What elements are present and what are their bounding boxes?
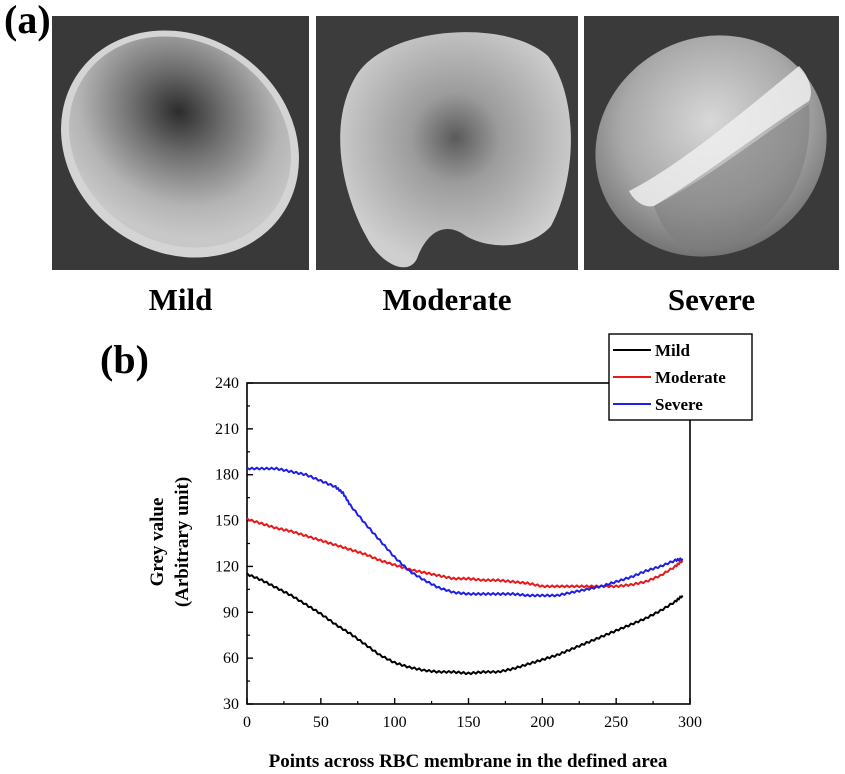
moderate-rbc-image [316, 16, 578, 270]
y-tick-label: 180 [215, 467, 239, 484]
chart-series [246, 466, 684, 676]
legend-label-severe: Severe [655, 395, 703, 414]
series-line-mild [246, 572, 684, 676]
moderate-caption: Moderate [382, 282, 512, 317]
panel-b-label: (b) [100, 337, 149, 382]
x-tick-label: 150 [457, 714, 481, 731]
x-tick-label: 300 [678, 714, 702, 731]
x-tick-label: 100 [383, 714, 407, 731]
y-axis-label-line1: Grey value [147, 498, 168, 587]
chart-axes: 0 50 100 150 200 250 300 30 60 90 120 150 180 210 240 [215, 375, 702, 731]
mild-caption: Mild [148, 282, 213, 317]
series-line-moderate [246, 517, 684, 589]
x-tick-label: 200 [530, 714, 554, 731]
severe-caption: Severe [667, 282, 756, 317]
chart-legend: Mild Moderate Severe [608, 333, 753, 421]
y-tick-label: 120 [215, 558, 239, 575]
legend-label-mild: Mild [655, 341, 690, 360]
y-tick-label: 60 [223, 650, 239, 667]
y-tick-label: 150 [215, 513, 239, 530]
legend-label-moderate: Moderate [655, 368, 726, 387]
x-axis-label: Points across RBC membrane in the define… [269, 751, 668, 772]
severe-rbc-image [584, 16, 839, 270]
y-tick-label: 210 [215, 421, 239, 438]
x-tick-label: 0 [243, 714, 251, 731]
y-tick-label: 30 [223, 696, 239, 713]
mild-rbc-image [52, 16, 309, 270]
series-line-severe [246, 466, 684, 598]
x-tick-label: 50 [313, 714, 329, 731]
plot-frame [246, 382, 691, 705]
y-tick-label: 90 [223, 604, 239, 621]
y-axis-label-line2: (Arbitrary unit) [172, 477, 193, 607]
x-tick-label: 250 [604, 714, 628, 731]
grey-value-line-chart: 0 50 100 150 200 250 300306090120150180210240 … [147, 333, 753, 772]
y-tick-label: 240 [215, 375, 239, 392]
panel-a-label: (a) [4, 0, 51, 42]
